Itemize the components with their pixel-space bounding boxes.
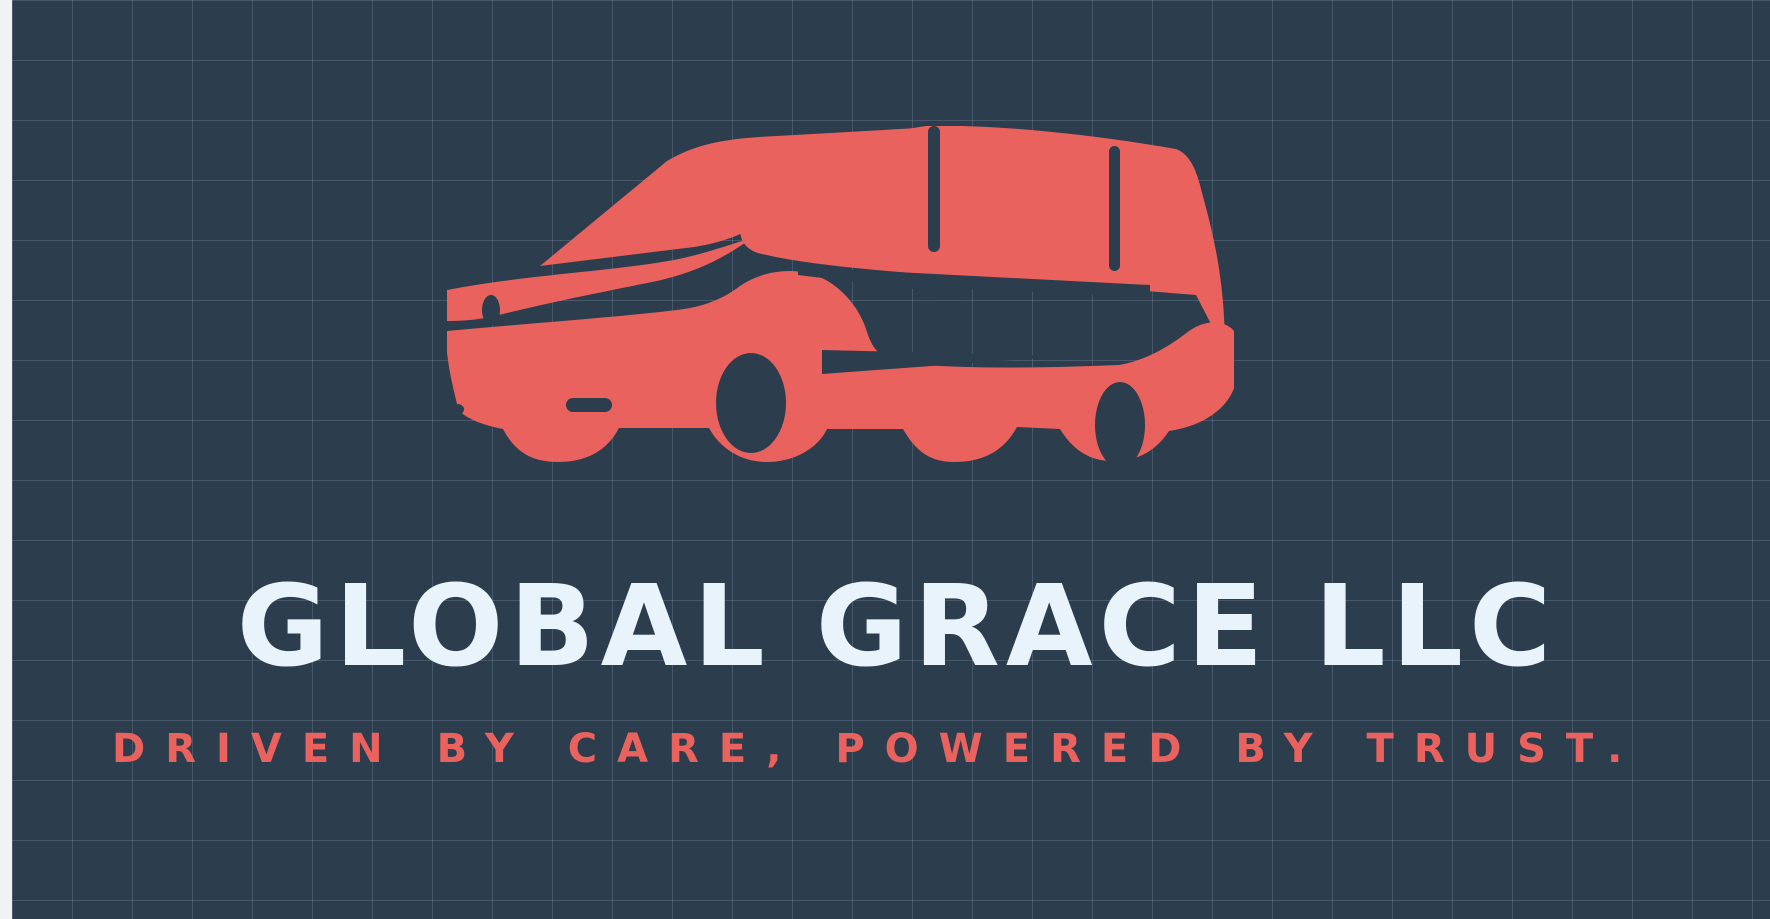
minivan-icon	[447, 126, 1347, 556]
company-name: GLOBAL GRACE LLC	[236, 562, 1558, 692]
grid-canvas: GLOBAL GRACE LLC DRIVEN BY CARE, POWERED…	[12, 0, 1770, 919]
company-logo: GLOBAL GRACE LLC DRIVEN BY CARE, POWERED…	[12, 0, 1770, 919]
company-tagline: DRIVEN BY CARE, POWERED BY TRUST.	[112, 726, 1643, 772]
